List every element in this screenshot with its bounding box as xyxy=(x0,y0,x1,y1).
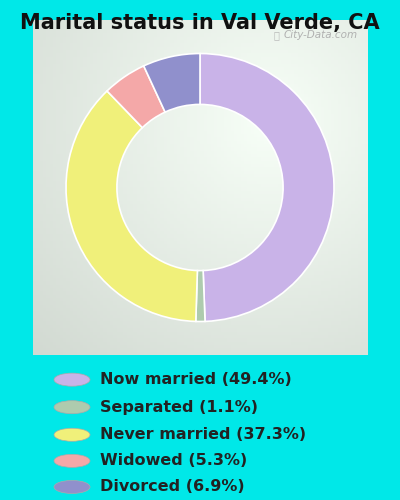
Circle shape xyxy=(54,428,90,442)
Circle shape xyxy=(54,454,90,468)
Wedge shape xyxy=(196,270,205,322)
Text: City-Data.com: City-Data.com xyxy=(283,30,358,40)
Circle shape xyxy=(54,480,90,494)
Wedge shape xyxy=(200,54,334,322)
Circle shape xyxy=(54,400,90,413)
Text: Now married (49.4%): Now married (49.4%) xyxy=(100,372,292,387)
Text: Never married (37.3%): Never married (37.3%) xyxy=(100,427,306,442)
Text: Divorced (6.9%): Divorced (6.9%) xyxy=(100,480,245,494)
Circle shape xyxy=(54,373,90,386)
Text: Marital status in Val Verde, CA: Marital status in Val Verde, CA xyxy=(20,12,380,32)
Wedge shape xyxy=(144,54,200,112)
Text: ⓘ: ⓘ xyxy=(274,30,280,40)
Wedge shape xyxy=(107,66,165,128)
Wedge shape xyxy=(66,91,197,322)
Text: Widowed (5.3%): Widowed (5.3%) xyxy=(100,454,247,468)
Text: Separated (1.1%): Separated (1.1%) xyxy=(100,400,258,414)
